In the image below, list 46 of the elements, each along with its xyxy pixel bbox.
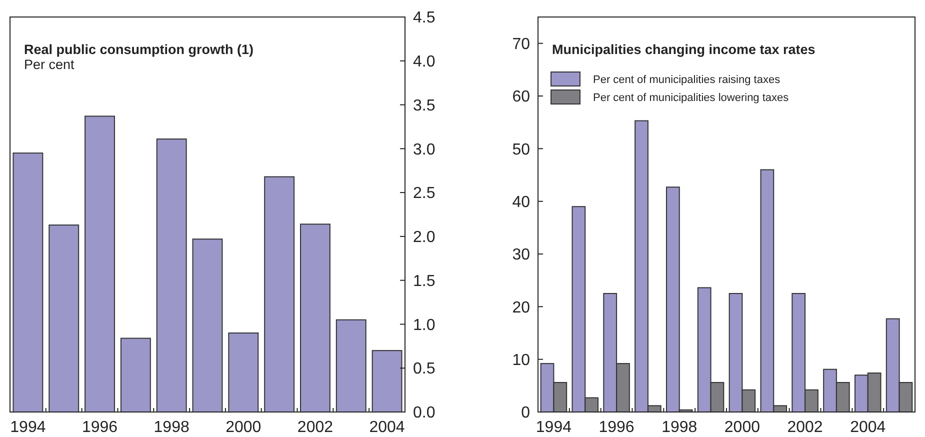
y-tick-label: 50 [512, 141, 530, 158]
x-tick-label: 2002 [297, 419, 334, 436]
bar [84, 116, 115, 412]
y-tick-label: 1.0 [413, 316, 436, 334]
y-tick-label: 0.0 [413, 404, 436, 422]
legend-label: Per cent of municipalities raising taxes [593, 74, 781, 86]
x-tick-label: 2004 [850, 419, 886, 436]
legend-label: Per cent of municipalities lowering taxes [593, 92, 790, 104]
x-tick-label: 2002 [787, 419, 823, 436]
bar [336, 319, 366, 412]
text: Per cent [24, 57, 75, 72]
y-tick-label: 0.5 [413, 360, 436, 378]
bar [48, 224, 80, 412]
bar [372, 350, 402, 412]
y-tick-label: 3.0 [413, 141, 436, 158]
y-tick-label: 40 [512, 194, 530, 211]
y-tick-label: 4.0 [413, 53, 436, 70]
y-tick-label: 4.5 [413, 10, 436, 27]
y-tick-label: 2.0 [413, 229, 436, 246]
text: Real public consumption growth (1) [24, 42, 254, 57]
y-tick-label: 3.5 [413, 97, 436, 114]
x-tick-label: 1998 [662, 419, 698, 436]
text: Municipalities changing income tax rates [552, 42, 816, 57]
y-tick-label: 30 [512, 246, 530, 264]
bar [228, 332, 259, 412]
bar [156, 138, 187, 412]
x-tick-label: 2000 [724, 419, 760, 436]
y-tick-label: 20 [512, 299, 530, 316]
y-tick-label: 60 [512, 88, 530, 106]
bar [120, 338, 151, 412]
x-tick-label: 1998 [154, 419, 190, 436]
x-tick-label: 1994 [536, 419, 572, 436]
y-tick-label: 10 [512, 352, 530, 369]
y-tick-label: 0 [521, 404, 530, 422]
x-tick-label: 2000 [226, 419, 262, 436]
bar [264, 176, 295, 412]
y-tick-label: 2.5 [413, 185, 436, 202]
x-tick-label: 1994 [10, 419, 46, 436]
bar [300, 224, 330, 412]
x-tick-label: 2004 [369, 419, 405, 436]
x-tick-label: 1996 [598, 419, 634, 436]
y-tick-label: 1.5 [413, 272, 436, 290]
y-tick-label: 70 [512, 36, 530, 53]
bar [192, 238, 223, 412]
x-tick-label: 1996 [82, 419, 118, 436]
bar [12, 152, 44, 412]
